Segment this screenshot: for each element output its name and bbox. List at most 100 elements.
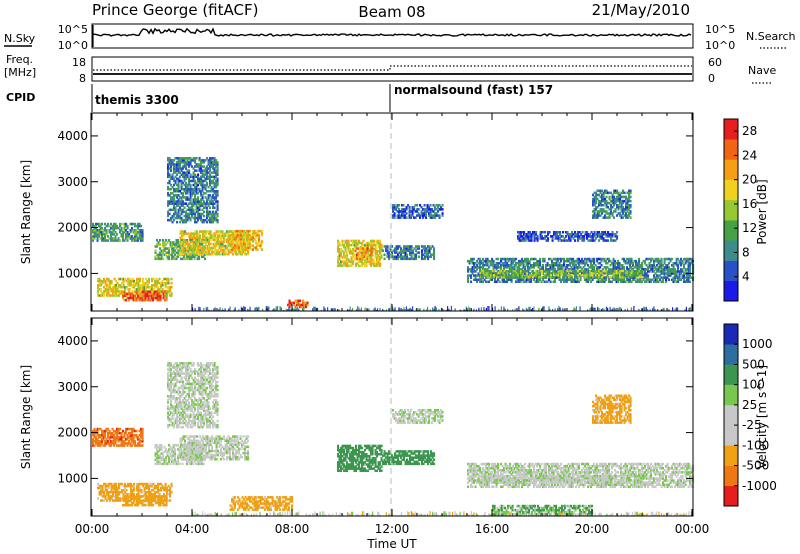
power-echo-cell [575, 235, 578, 238]
power-echo-cell [622, 206, 625, 209]
power-echo-cell [104, 222, 107, 226]
power-echo-cell [484, 269, 487, 273]
power-echo-cell [609, 268, 612, 271]
power-echo-cell [115, 279, 118, 283]
power-echo-cell [294, 299, 297, 302]
power-echo-cell [109, 284, 112, 287]
power-echo-cell [107, 222, 110, 226]
power-echo-cell [633, 259, 636, 263]
power-echo-cell [653, 262, 656, 265]
power-echo-cell [174, 187, 177, 191]
power-echo-cell [533, 235, 536, 238]
power-echo-cell [668, 309, 670, 311]
power-echo-cell [97, 292, 100, 295]
power-echo-cell [520, 233, 523, 236]
power-echo-cell [290, 303, 293, 307]
power-echo-cell [587, 233, 590, 236]
power-echo-cell [542, 268, 545, 271]
velocity-echo-cell [93, 436, 96, 439]
power-echo-cell [570, 266, 573, 269]
power-echo-cell [508, 275, 511, 279]
power-echo-cell [137, 226, 140, 230]
power-echo-cell [140, 239, 143, 242]
power-echo-cell [255, 231, 258, 235]
power-echo-cell [428, 206, 431, 209]
power-echo-cell [214, 236, 217, 239]
power-echo-cell [613, 233, 616, 236]
power-echo-cell [92, 229, 95, 232]
power-echo-cell [159, 243, 162, 246]
power-echo-cell [517, 275, 520, 279]
power-echo-cell [589, 235, 592, 238]
power-echo-cell [93, 237, 96, 240]
power-echo-cell [392, 206, 395, 209]
power-echo-cell [223, 253, 226, 256]
power-echo-cell [196, 239, 199, 242]
power-echo-cell [197, 200, 200, 203]
power-echo-cell [431, 253, 434, 256]
power-echo-cell [179, 251, 182, 254]
velocity-echo-cell [93, 444, 96, 447]
power-echo-cell [183, 202, 186, 205]
power-echo-cell [98, 231, 101, 234]
power-echo-cell [414, 204, 417, 207]
nsky-right-tick-top: 10^5 [705, 23, 735, 36]
power-echo-cell [193, 236, 196, 239]
power-echo-cell [602, 197, 605, 201]
power-echo-cell [143, 294, 146, 298]
power-echo-cell [401, 251, 404, 254]
power-echo-cell [560, 257, 563, 261]
power-echo-cell [343, 260, 346, 263]
power-echo-cell [400, 257, 403, 261]
power-echo-cell [110, 233, 113, 236]
power-echo-cell [659, 278, 662, 281]
power-echo-cell [337, 309, 339, 311]
power-echo-cell [201, 187, 204, 191]
power-echo-cell [480, 259, 483, 263]
power-echo-cell [305, 301, 308, 305]
power-echo-cell [411, 208, 414, 211]
power-echo-cell [167, 185, 170, 189]
power-echo-cell [122, 294, 125, 298]
velocity-echo-cell [95, 431, 98, 435]
power-echo-cell [174, 249, 177, 252]
power-echo-cell [144, 294, 147, 298]
power-echo-cell [365, 262, 368, 265]
power-echo-cell [592, 269, 595, 273]
power-echo-cell [350, 239, 353, 243]
power-echo-cell [539, 257, 542, 261]
power-echo-cell [614, 268, 617, 271]
power-echo-cell [552, 264, 555, 267]
power-echo-cell [501, 264, 504, 267]
power-echo-cell [502, 275, 505, 279]
power-echo-cell [168, 255, 171, 258]
power-echo-cell [355, 245, 358, 249]
power-echo-cell [201, 218, 204, 222]
power-echo-cell [141, 237, 144, 240]
power-echo-cell [434, 306, 436, 311]
power-echo-cell [473, 266, 476, 269]
power-echo-cell [173, 218, 176, 222]
power-echo-cell [552, 309, 554, 311]
power-echo-cell [680, 268, 683, 271]
power-echo-cell [575, 264, 578, 267]
power-echo-cell [600, 309, 602, 311]
power-echo-cell [540, 280, 543, 283]
power-echo-cell [681, 268, 684, 271]
power-echo-cell [604, 269, 607, 273]
power-echo-cell [168, 181, 171, 185]
power-echo-cell [201, 204, 204, 207]
power-echo-cell [107, 286, 110, 289]
power-echo-cell [216, 212, 219, 216]
power-echo-cell [567, 257, 570, 261]
velocity-echo-cell [98, 440, 101, 443]
power-echo-cell [210, 220, 213, 224]
power-echo-cell [167, 192, 170, 195]
power-echo-cell [167, 175, 170, 179]
power-echo-cell [170, 183, 173, 187]
power-echo-cell [598, 193, 601, 197]
power-echo-cell [524, 271, 527, 275]
power-echo-cell [247, 246, 250, 249]
power-echo-cell [355, 309, 357, 311]
power-echo-cell [173, 167, 176, 170]
